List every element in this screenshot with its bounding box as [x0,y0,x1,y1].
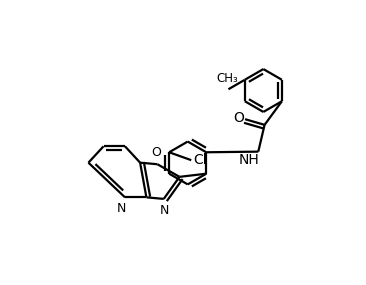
Text: CH₃: CH₃ [216,72,238,86]
Text: N: N [117,202,127,215]
Text: O: O [151,146,161,159]
Text: NH: NH [239,153,260,167]
Text: Cl: Cl [193,153,207,167]
Text: N: N [160,204,169,217]
Text: O: O [233,111,244,125]
